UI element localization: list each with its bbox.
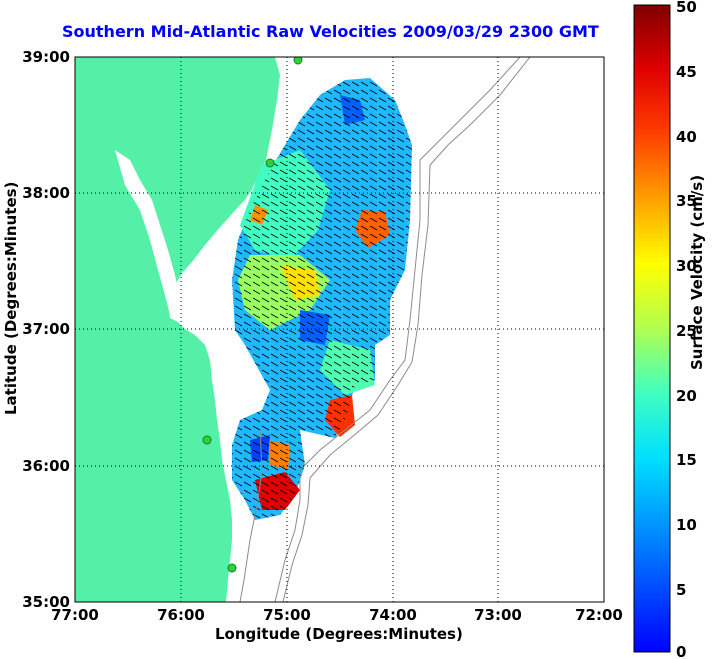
grid-lines [75, 57, 604, 602]
y-tick-label: 35:00 [22, 593, 70, 611]
colorbar-tick-label: 0 [676, 643, 686, 659]
x-tick-labels: 77:00 76:00 75:00 74:00 73:00 72:00 [51, 606, 623, 624]
y-tick-labels: 39:00 38:00 37:00 36:00 35:00 [22, 48, 70, 611]
x-axis-label: Longitude (Degrees:Minutes) [215, 625, 463, 643]
colorbar-tick-label: 50 [676, 0, 697, 16]
x-tick-label: 74:00 [369, 606, 417, 624]
station-marker [227, 563, 237, 573]
x-tick-label: 73:00 [474, 606, 522, 624]
colorbar-tick-label: 35 [676, 192, 697, 210]
colorbar-tick-label: 25 [676, 322, 697, 340]
bathymetry-contours [239, 57, 531, 602]
station-marker [265, 158, 275, 168]
x-tick-label: 72:00 [575, 606, 623, 624]
colorbar-tick-label: 40 [676, 128, 697, 146]
colorbar-tick-label: 20 [676, 387, 697, 405]
x-tick-label: 76:00 [157, 606, 205, 624]
x-tick-label: 77:00 [51, 606, 99, 624]
y-tick-label: 37:00 [22, 320, 70, 338]
colorbar-tick-label: 15 [676, 451, 697, 469]
y-tick-label: 38:00 [22, 184, 70, 202]
y-tick-label: 36:00 [22, 457, 70, 475]
colorbar [633, 4, 671, 653]
x-tick-label: 75:00 [263, 606, 311, 624]
colorbar-tick-labels: 50 45 40 35 30 25 20 15 10 5 0 [676, 0, 697, 659]
colorbar-tick-label: 5 [676, 581, 686, 599]
colorbar-tick-label: 45 [676, 63, 697, 81]
colorbar-tick-label: 10 [676, 516, 697, 534]
velocity-field [232, 78, 412, 520]
y-tick-label: 39:00 [22, 48, 70, 66]
station-marker [202, 435, 212, 445]
colorbar-tick-label: 30 [676, 257, 697, 275]
map-title: Southern Mid-Atlantic Raw Velocities 200… [62, 22, 599, 41]
station-marker [293, 57, 303, 65]
